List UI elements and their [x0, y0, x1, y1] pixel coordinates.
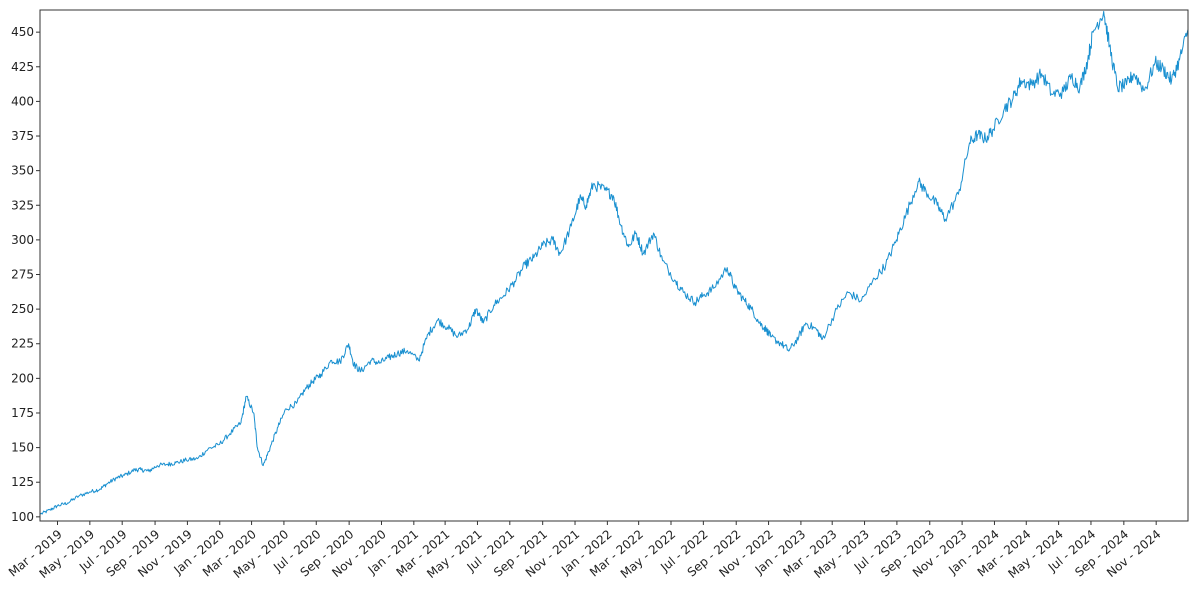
y-tick-label: 100: [11, 510, 34, 524]
y-tick-label: 350: [11, 164, 34, 178]
y-tick-label: 200: [11, 371, 34, 385]
series-line: [40, 10, 1189, 515]
series-layer: [40, 10, 1189, 515]
y-tick-label: 375: [11, 129, 34, 143]
y-tick-label: 250: [11, 302, 34, 316]
y-tick-label: 275: [11, 268, 34, 282]
y-axis-ticks: 100 125 150 175 200 225 250 275 300 325 350 375 400 4…: [11, 25, 40, 524]
y-tick-label: 450: [11, 25, 34, 39]
y-tick-label: 325: [11, 198, 34, 212]
y-tick-label: 150: [11, 441, 34, 455]
y-tick-label: 125: [11, 475, 34, 489]
plot-frame: [39, 9, 1189, 522]
y-tick-label: 300: [11, 233, 34, 247]
y-tick-label: 400: [11, 94, 34, 108]
y-tick-label: 225: [11, 337, 34, 351]
y-tick-label: 175: [11, 406, 34, 420]
y-tick-label: 425: [11, 60, 34, 74]
